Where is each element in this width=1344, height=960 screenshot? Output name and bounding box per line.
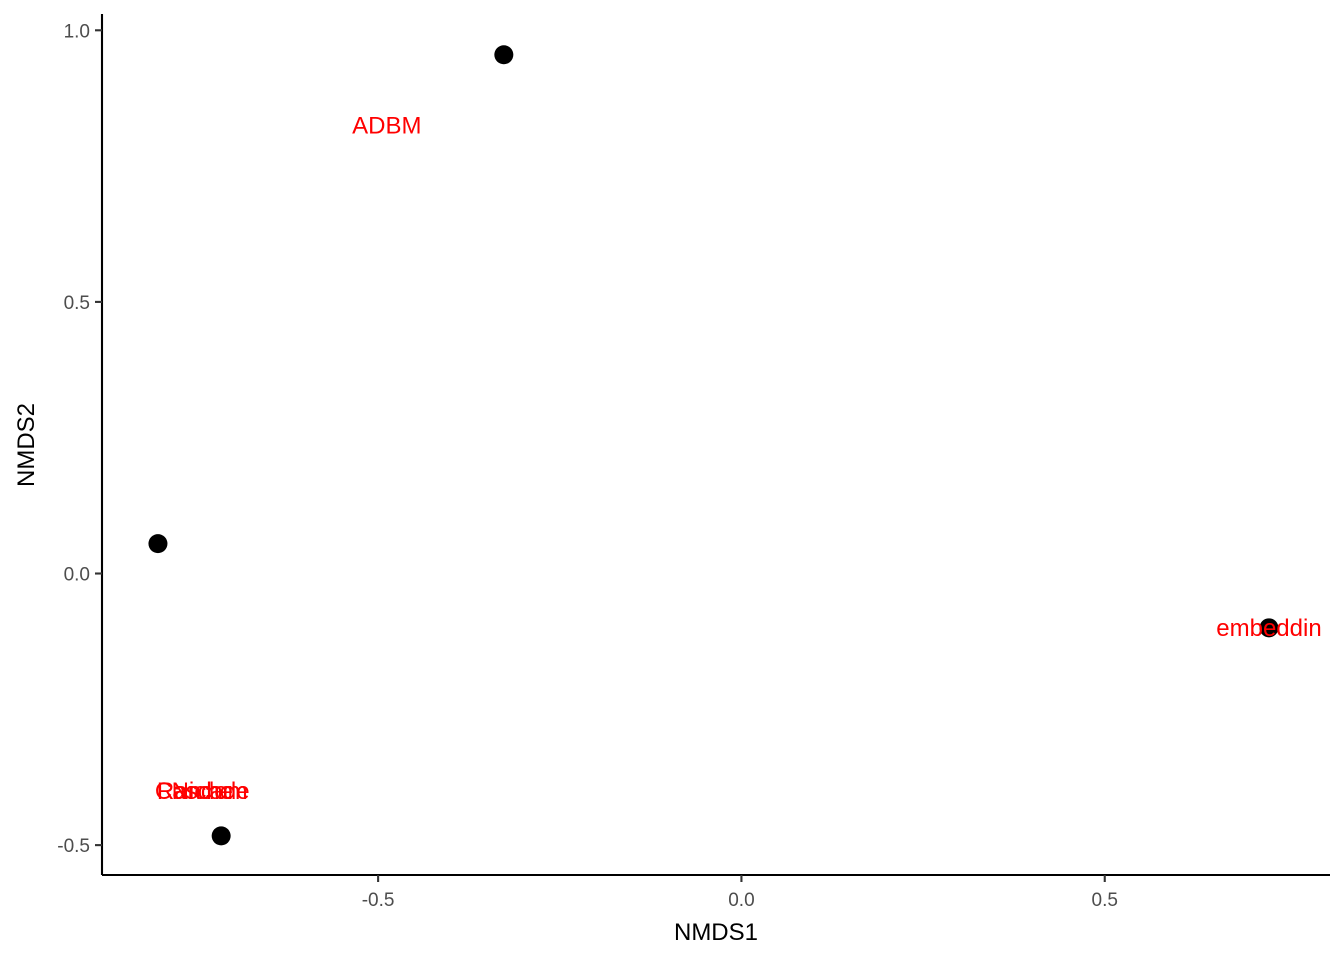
data-point <box>148 534 168 554</box>
x-tick-label: 0.5 <box>1092 890 1118 911</box>
data-point <box>494 45 514 65</box>
data-point <box>211 826 231 846</box>
point-label: Cascade <box>155 778 250 805</box>
y-tick-label: 1.0 <box>64 21 90 42</box>
point-label: Random <box>157 778 248 805</box>
y-tick-label: 0.5 <box>64 293 90 314</box>
points-layer <box>148 45 1279 846</box>
y-tick-label: -0.5 <box>57 836 90 857</box>
x-tick-label: -0.5 <box>362 890 395 911</box>
point-label: Niche <box>172 778 233 805</box>
y-tick-label: 0.0 <box>64 565 90 586</box>
y-axis-title: NMDS2 <box>13 403 40 487</box>
y-axis-ticks: -0.5 0.0 0.5 1.0 <box>57 21 102 857</box>
x-tick-label: 0.0 <box>728 890 754 911</box>
x-axis-ticks: -0.5 0.0 0.5 <box>362 875 1118 911</box>
x-axis-title: NMDS1 <box>674 919 758 946</box>
data-point <box>1259 618 1279 638</box>
point-label: ADBM <box>352 112 421 139</box>
point-label: embeddin <box>1216 615 1321 642</box>
